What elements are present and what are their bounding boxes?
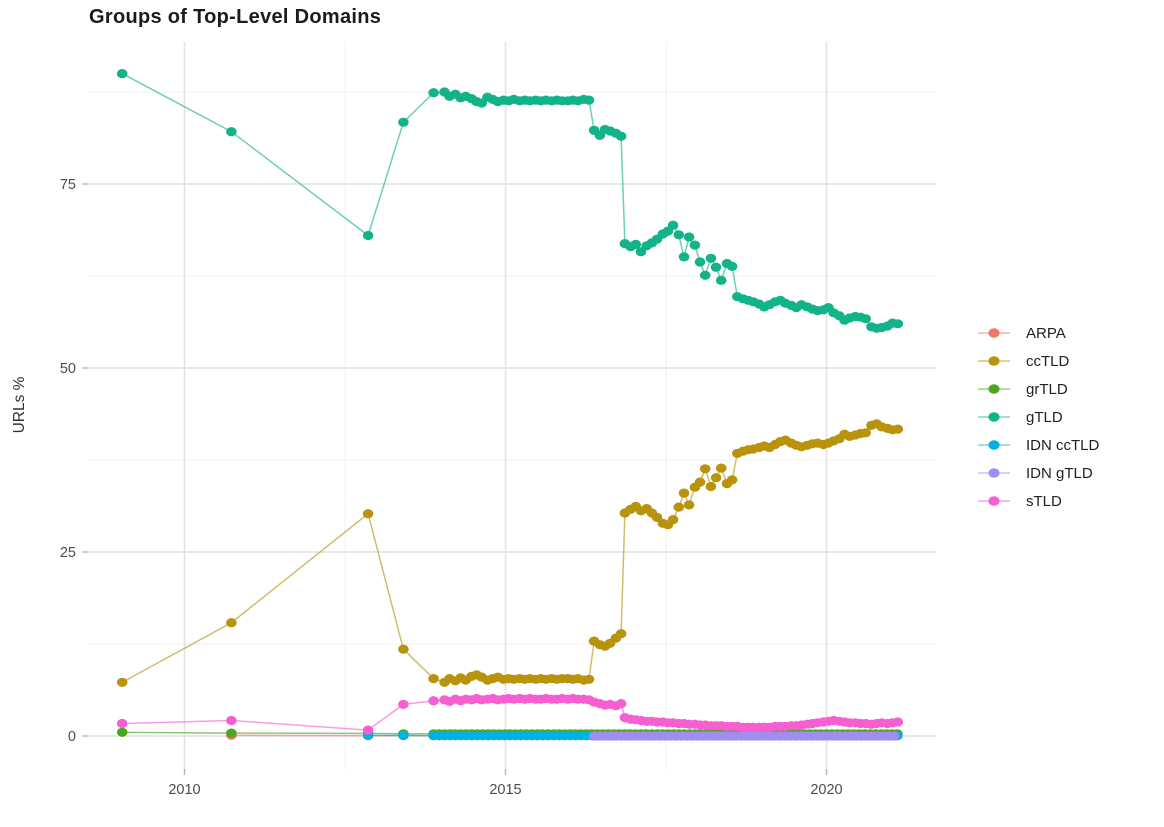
y-axis-title: URLs % bbox=[11, 376, 28, 433]
legend-item-idn-cctld: IDN ccTLD bbox=[976, 431, 1099, 459]
x-tick-label: 2010 bbox=[168, 782, 200, 798]
data-point bbox=[667, 515, 679, 525]
x-tick-label: 2020 bbox=[810, 782, 842, 798]
series-cctld bbox=[116, 419, 904, 687]
data-point bbox=[116, 677, 128, 687]
data-point bbox=[362, 509, 374, 519]
y-tick-label: 0 bbox=[68, 729, 76, 745]
legend-key-gtld-swatch bbox=[978, 412, 1010, 422]
data-point bbox=[699, 270, 711, 280]
y-tick-label: 25 bbox=[60, 545, 76, 561]
data-point bbox=[226, 127, 237, 137]
data-point bbox=[892, 717, 904, 727]
data-point bbox=[705, 481, 717, 492]
data-point bbox=[615, 629, 627, 639]
legend-item-stld: sTLD bbox=[976, 487, 1099, 515]
legend-key-idn-cctld-swatch bbox=[978, 440, 1010, 450]
data-point bbox=[726, 261, 738, 271]
data-point bbox=[892, 424, 904, 434]
data-point bbox=[226, 715, 237, 726]
legend-item-gtld: gTLD bbox=[976, 403, 1099, 431]
data-point bbox=[667, 220, 679, 230]
legend-label: grTLD bbox=[1026, 380, 1068, 398]
legend-key-idn-gtld-swatch bbox=[978, 468, 1010, 478]
legend-label: IDN gTLD bbox=[1026, 464, 1093, 482]
data-point bbox=[678, 252, 690, 262]
data-point bbox=[860, 314, 871, 324]
data-point bbox=[116, 727, 128, 737]
data-point bbox=[683, 500, 695, 510]
data-point bbox=[694, 257, 706, 267]
legend-item-idn-gtld: IDN gTLD bbox=[976, 459, 1099, 487]
data-point bbox=[428, 88, 439, 98]
legend-label: gTLD bbox=[1026, 408, 1063, 426]
chart-title: Groups of Top-Level Domains bbox=[89, 6, 382, 28]
data-point bbox=[630, 239, 642, 249]
data-point bbox=[226, 618, 237, 628]
data-point bbox=[428, 696, 439, 706]
data-point bbox=[615, 699, 627, 709]
legend: ARPA ccTLD grTLD gTLD IDN ccTLD IDN gTLD sTLD bbox=[976, 319, 1099, 515]
data-point bbox=[683, 232, 695, 242]
legend-item-cctld: ccTLD bbox=[976, 347, 1099, 375]
data-point bbox=[583, 95, 595, 105]
data-point bbox=[398, 730, 409, 741]
data-point bbox=[715, 463, 727, 473]
data-point bbox=[398, 699, 409, 710]
series-gtld-line bbox=[121, 72, 898, 330]
data-point bbox=[699, 464, 711, 474]
series-stld bbox=[116, 693, 904, 735]
legend-item-arpa: ARPA bbox=[976, 319, 1099, 347]
x-tick-label: 2015 bbox=[489, 782, 521, 798]
data-point bbox=[116, 718, 128, 729]
data-point bbox=[705, 253, 717, 263]
data-point bbox=[116, 69, 128, 79]
y-tick-label: 75 bbox=[60, 177, 76, 193]
data-point bbox=[398, 644, 409, 654]
data-point bbox=[226, 728, 237, 738]
legend-label: IDN ccTLD bbox=[1026, 436, 1100, 454]
data-point bbox=[710, 262, 722, 272]
data-point bbox=[428, 674, 439, 684]
data-point bbox=[678, 488, 690, 498]
legend-label: ARPA bbox=[1026, 324, 1066, 342]
y-tick-label: 50 bbox=[60, 361, 76, 377]
data-point bbox=[860, 428, 871, 438]
data-point bbox=[362, 725, 374, 735]
data-point bbox=[888, 731, 900, 741]
series-idn-gtld bbox=[588, 731, 900, 741]
data-point bbox=[710, 473, 722, 483]
data-point bbox=[615, 131, 627, 141]
legend-item-grtld: grTLD bbox=[976, 375, 1099, 403]
data-point bbox=[362, 230, 374, 241]
series-gtld bbox=[116, 69, 904, 333]
legend-key-grtld-swatch bbox=[978, 384, 1010, 394]
data-point bbox=[694, 477, 706, 487]
data-point bbox=[715, 275, 727, 285]
legend-key-stld-swatch bbox=[978, 496, 1010, 506]
data-point bbox=[583, 674, 595, 684]
data-point bbox=[398, 117, 409, 127]
data-point bbox=[726, 475, 738, 485]
legend-label: sTLD bbox=[1026, 492, 1062, 510]
legend-key-cctld-swatch bbox=[978, 356, 1010, 366]
data-point bbox=[673, 502, 685, 512]
data-point bbox=[892, 319, 904, 329]
data-point bbox=[673, 230, 685, 240]
legend-label: ccTLD bbox=[1026, 352, 1070, 370]
data-point bbox=[689, 240, 701, 250]
legend-key-arpa-swatch bbox=[978, 328, 1010, 338]
